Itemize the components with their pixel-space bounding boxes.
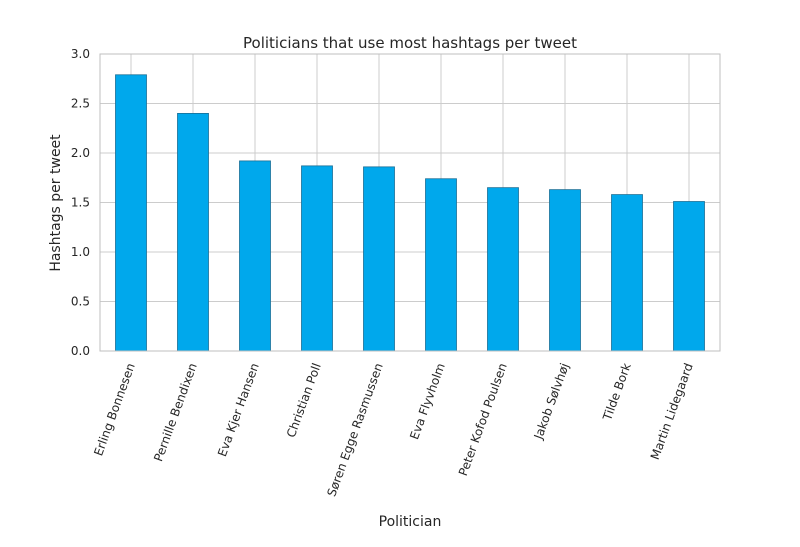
bar xyxy=(177,113,209,352)
bar xyxy=(301,165,333,352)
bar xyxy=(425,178,457,352)
x-tick-label: Eva Flyvholm xyxy=(407,361,448,441)
bars xyxy=(115,74,705,352)
bar xyxy=(549,189,581,352)
plot-frame xyxy=(99,53,721,352)
y-tick-labels: 0.0 0.5 1.0 1.5 2.0 2.5 3.0 xyxy=(71,47,90,358)
x-tick-label: Søren Egge Rasmussen xyxy=(324,361,385,498)
bar xyxy=(115,74,147,352)
y-tick-label: 2.5 xyxy=(71,97,90,111)
x-tick-label: Tilde Bork xyxy=(600,361,634,423)
x-tick-label: Erling Bonnesen xyxy=(91,361,138,458)
x-tick-labels: Erling Bonnesen Pernille Bendixen Eva Kjer… xyxy=(91,361,696,498)
bar xyxy=(611,194,643,352)
y-tick-label: 3.0 xyxy=(71,47,90,61)
x-axis-label: Politician xyxy=(379,514,442,530)
x-tick-label: Eva Kjer Hansen xyxy=(215,361,262,458)
y-axis-label: Hashtags per tweet xyxy=(48,134,64,272)
x-tick-label: Martin Lidegaard xyxy=(648,361,696,461)
chart-title: Politicians that use most hashtags per t… xyxy=(243,34,577,52)
y-tick-label: 0.5 xyxy=(71,295,90,309)
x-tick-label: Peter Kofod Poulsen xyxy=(456,361,510,478)
y-tick-label: 1.0 xyxy=(71,245,90,259)
bar xyxy=(239,160,271,352)
y-tick-label: 1.5 xyxy=(71,196,90,210)
y-tick-label: 0.0 xyxy=(71,344,90,358)
bar xyxy=(487,187,519,352)
x-tick-label: Christian Poll xyxy=(284,361,324,439)
x-tick-label: Pernille Bendixen xyxy=(151,361,200,463)
bar xyxy=(673,201,705,352)
x-tick-label: Jakob Sølvhøj xyxy=(531,361,572,442)
y-tick-label: 2.0 xyxy=(71,146,90,160)
bar xyxy=(363,166,395,352)
